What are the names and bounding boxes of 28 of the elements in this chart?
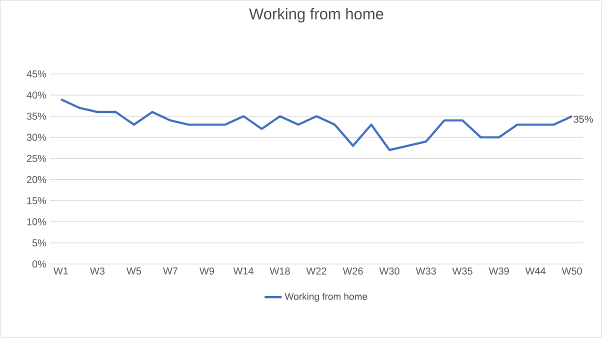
x-tick-label: W22	[306, 268, 326, 275]
data-label: 35%	[574, 116, 593, 123]
x-tick-label: W9	[200, 268, 214, 275]
x-tick-label: W50	[562, 268, 582, 275]
x-tick-label: W5	[126, 268, 142, 275]
x-tick-label: W26	[342, 268, 363, 275]
y-tick-label: 25%	[26, 154, 46, 162]
y-tick-label: 45%	[26, 70, 46, 78]
y-tick-label: 15%	[27, 197, 46, 204]
chart-title: Working from home	[249, 8, 384, 22]
y-tick-label: 10%	[27, 218, 46, 226]
x-tick-label: W1	[54, 268, 68, 274]
y-tick-label: 35%	[26, 112, 46, 120]
x-tick-label: W35	[452, 268, 472, 275]
x-tick-label: W33	[416, 268, 436, 275]
y-tick-label: 30%	[26, 134, 46, 141]
x-tick-label: W14	[233, 268, 254, 274]
x-tick-label: W39	[488, 268, 509, 275]
legend-label: Working from home	[284, 292, 368, 302]
x-tick-label: W18	[270, 268, 290, 275]
x-tick-label: W30	[379, 268, 400, 275]
y-tick-label: 0%	[32, 260, 46, 268]
y-tick-label: 5%	[32, 239, 46, 246]
x-tick-label: W7	[163, 268, 178, 274]
x-tick-label: W3	[90, 268, 105, 275]
y-tick-label: 20%	[26, 176, 46, 184]
y-tick-label: 40%	[26, 92, 46, 99]
x-tick-label: W44	[525, 268, 546, 274]
